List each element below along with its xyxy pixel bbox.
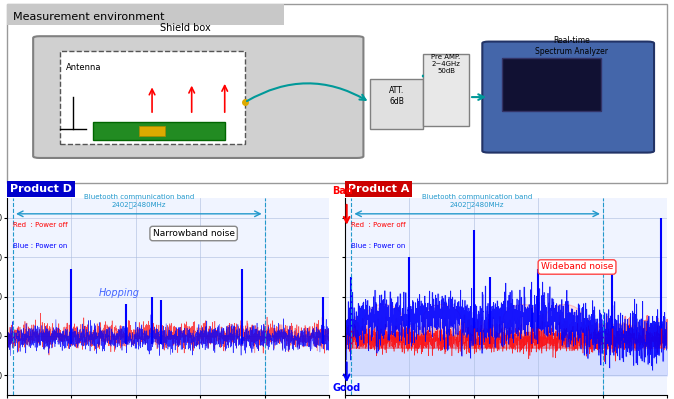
Bar — [139, 126, 165, 136]
Text: Good: Good — [332, 383, 361, 393]
Text: Bad: Bad — [332, 186, 353, 196]
FancyBboxPatch shape — [483, 41, 654, 152]
Text: Bluetooth communication band
2402～2480MHz: Bluetooth communication band 2402～2480MH… — [422, 194, 532, 208]
Text: Measurement environment: Measurement environment — [13, 12, 165, 22]
Text: Red  : Power off: Red : Power off — [352, 222, 406, 228]
Text: Bluetooth communication band
2402～2480MHz: Bluetooth communication band 2402～2480MH… — [84, 194, 194, 208]
Text: Pre AMP.
2~4GHz
50dB: Pre AMP. 2~4GHz 50dB — [431, 54, 460, 74]
Bar — [59, 51, 245, 144]
Text: Narrowband noise: Narrowband noise — [152, 229, 235, 238]
Text: Blue : Power on: Blue : Power on — [352, 243, 406, 249]
Bar — [423, 54, 469, 126]
Ellipse shape — [423, 304, 461, 336]
Ellipse shape — [545, 304, 584, 336]
Ellipse shape — [365, 304, 403, 336]
Text: Hopping: Hopping — [99, 288, 140, 298]
Ellipse shape — [503, 304, 542, 336]
Text: Wideband noise: Wideband noise — [541, 263, 613, 271]
Bar — [502, 58, 601, 111]
Text: Product D: Product D — [10, 184, 72, 194]
Text: Blue : Power on: Blue : Power on — [13, 243, 67, 249]
Text: Red  : Power off: Red : Power off — [13, 222, 68, 228]
Text: Real-time
Spectrum Analyzer: Real-time Spectrum Analyzer — [535, 36, 608, 55]
Bar — [370, 79, 423, 129]
Bar — [7, 4, 284, 26]
Text: Antenna: Antenna — [66, 63, 102, 72]
Text: ATT.
6dB: ATT. 6dB — [389, 86, 404, 106]
Text: Product A: Product A — [348, 184, 410, 194]
Text: Shield box: Shield box — [160, 23, 210, 33]
FancyBboxPatch shape — [33, 36, 363, 158]
Bar — [92, 122, 224, 140]
